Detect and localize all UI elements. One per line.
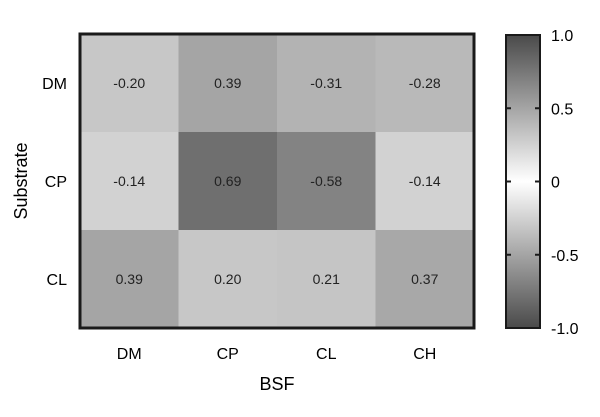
y-tick-labels: DM CP CL	[42, 76, 67, 289]
heatmap-cell	[375, 230, 475, 329]
x-tick-labels: DM CP CL CH	[117, 346, 437, 363]
heatmap-cell	[178, 34, 278, 133]
heatmap-cell	[375, 132, 475, 231]
cell-value-label: -0.20	[113, 75, 145, 91]
cell-value-label: -0.31	[310, 75, 342, 91]
cell-value-label: 0.39	[214, 75, 241, 91]
y-axis-label: Substrate	[11, 142, 31, 219]
heatmap-cell	[277, 230, 376, 329]
x-tick-label: DM	[117, 346, 142, 363]
heatmap-cells: -0.20 0.39 -0.31 -0.28 -0.14 0.69 -0.58 -0.14 0.…	[80, 34, 475, 329]
colorbar-tick-label: -1.0	[551, 321, 579, 338]
y-tick-label: CP	[45, 174, 67, 191]
cell-value-label: -0.28	[409, 75, 441, 91]
heatmap-cell	[277, 34, 376, 133]
cell-value-label: -0.14	[113, 173, 145, 189]
heatmap-cell	[80, 34, 179, 133]
x-tick-label: CH	[413, 346, 436, 363]
y-tick-label: CL	[47, 272, 68, 289]
cell-value-label: 0.21	[313, 271, 340, 287]
colorbar-tick-label: -0.5	[551, 248, 579, 265]
cell-value-label: 0.20	[214, 271, 241, 287]
x-tick-label: CP	[217, 346, 239, 363]
heatmap-cell	[277, 132, 376, 231]
heatmap-cell	[80, 132, 179, 231]
heatmap-cell	[375, 34, 475, 133]
colorbar-tick-label: 1.0	[551, 28, 573, 45]
cell-value-label: 0.69	[214, 173, 241, 189]
x-axis-label: BSF	[259, 374, 294, 394]
x-tick-label: CL	[316, 346, 337, 363]
heatmap-cell	[178, 230, 278, 329]
cell-value-label: -0.58	[310, 173, 342, 189]
colorbar-ticks: 1.0 0.5 0 -0.5 -1.0	[506, 28, 579, 338]
colorbar-tick-label: 0.5	[551, 101, 573, 118]
y-tick-label: DM	[42, 76, 67, 93]
plot-frame	[78, 32, 476, 330]
colorbar-tick-label: 0	[551, 175, 560, 192]
heatmap-cell	[80, 230, 179, 329]
cell-value-label: 0.39	[116, 271, 143, 287]
cell-value-label: -0.14	[409, 173, 441, 189]
colorbar	[505, 34, 541, 329]
cell-value-label: 0.37	[411, 271, 438, 287]
heatmap-cell	[178, 132, 278, 231]
